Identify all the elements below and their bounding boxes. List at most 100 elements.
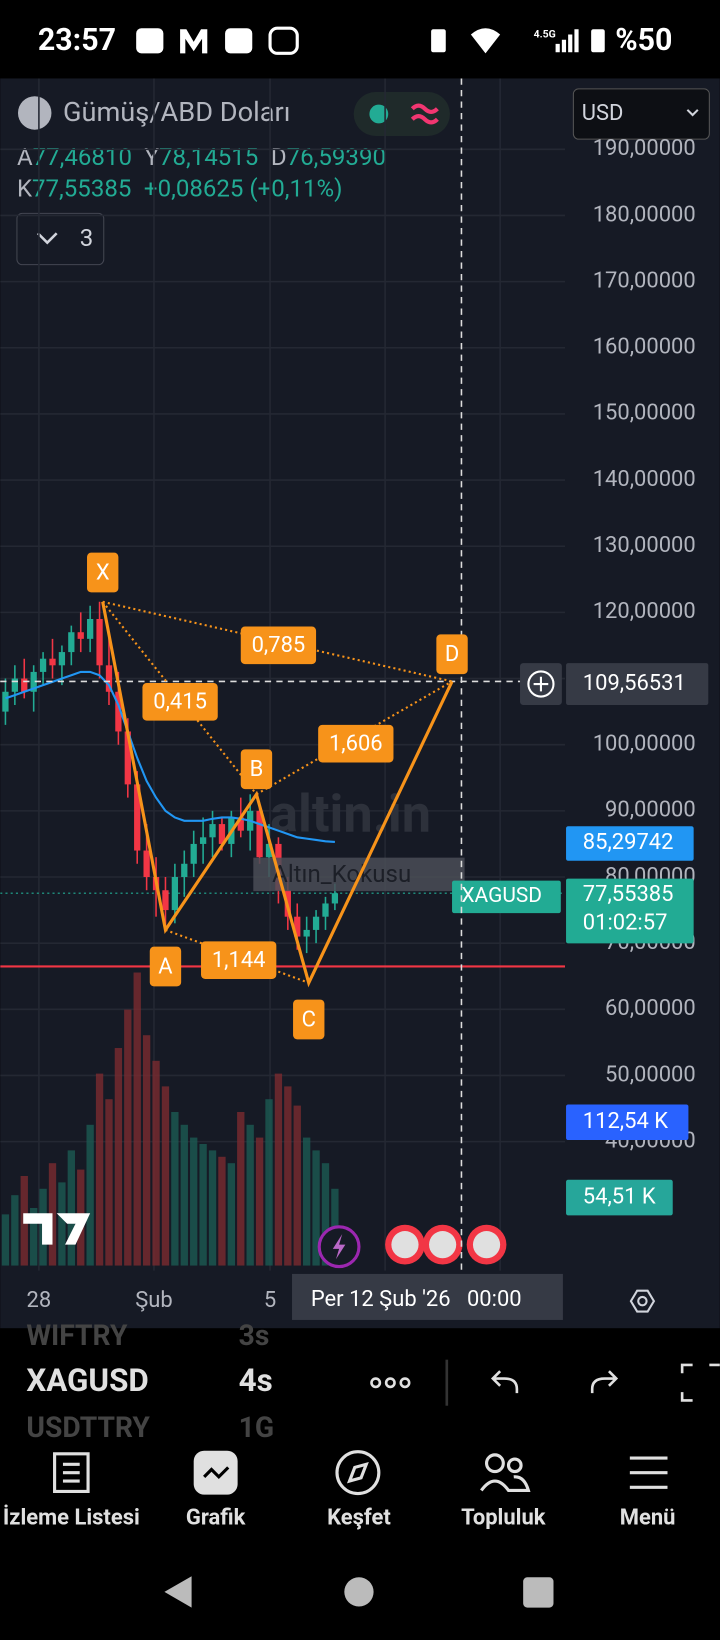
volume-bar — [274, 1073, 283, 1266]
battery-level: %50 — [615, 23, 672, 58]
author: Altın_Kokusu — [272, 860, 411, 888]
price-tick-label: 140,00000 — [593, 467, 696, 492]
candle-body — [11, 678, 18, 692]
pattern-point-box — [293, 999, 325, 1040]
label: Y — [145, 143, 160, 171]
toolbar-icons — [370, 1359, 720, 1406]
candle-body — [312, 916, 320, 930]
volume-bar — [255, 1137, 264, 1266]
watch-symbol[interactable]: WIFTRY — [26, 1319, 128, 1352]
watch-symbol[interactable]: USDTTRY — [26, 1411, 150, 1444]
watch-interval[interactable]: 3s — [239, 1319, 270, 1352]
price-tick-label: 160,00000 — [593, 335, 696, 360]
pattern-ratio-line — [101, 601, 258, 795]
redo-icon[interactable] — [590, 1370, 619, 1394]
crosshair-price-box — [566, 663, 709, 705]
pattern-point-label: B — [250, 757, 264, 782]
ma-value: 85,29742 — [583, 830, 674, 855]
symbol-title[interactable]: Gümüş/ABD Doları — [63, 96, 291, 128]
community-icon[interactable] — [484, 1453, 505, 1474]
pattern-point-box — [436, 634, 468, 675]
price-tick-label: 170,00000 — [593, 268, 696, 293]
price-tick-label: 90,00000 — [605, 798, 696, 823]
nav-icons — [53, 1450, 668, 1496]
pattern-ratio-line — [255, 680, 453, 796]
status-pill[interactable] — [353, 92, 450, 136]
pattern-point-box — [87, 552, 119, 593]
flag — [391, 1231, 419, 1259]
time-label: Şub — [135, 1288, 172, 1313]
nav-label[interactable]: İzleme Listesi — [3, 1504, 140, 1530]
signal-icon — [555, 29, 579, 53]
volume-bar — [190, 1137, 198, 1266]
back-button[interactable] — [164, 1576, 192, 1608]
nav-label[interactable]: Grafik — [186, 1505, 246, 1530]
volume-bar — [95, 1073, 104, 1266]
ratio-label: 0,415 — [153, 690, 207, 715]
volume-bar — [161, 1086, 170, 1266]
explore-icon[interactable] — [335, 1450, 381, 1496]
candle-body — [331, 893, 339, 904]
watchlist-icon[interactable] — [53, 1452, 90, 1494]
price-tick-label: 150,00000 — [593, 401, 696, 426]
more-icon — [384, 1377, 396, 1389]
nav-label[interactable]: Menü — [620, 1505, 676, 1530]
candle-body — [96, 619, 103, 666]
price-tick-label: 190,00000 — [593, 136, 696, 161]
news-flags[interactable] — [385, 1224, 507, 1265]
ratio-box — [240, 626, 317, 665]
time-label: 5 — [264, 1288, 276, 1313]
price-tick-label: 50,00000 — [605, 1062, 696, 1087]
symbol-tag-text: XAGUSD — [461, 884, 542, 908]
ratio-label: 1,606 — [329, 731, 383, 756]
candle-body — [39, 658, 47, 672]
pattern-point-box — [240, 749, 273, 790]
watch-interval[interactable]: 1G — [239, 1411, 274, 1444]
nav-label[interactable]: Keşfet — [327, 1505, 391, 1530]
grid — [0, 78, 565, 1271]
pattern-point-label: D — [445, 642, 459, 667]
volume-bar — [1, 1214, 10, 1266]
ratio-box — [142, 682, 218, 721]
candle-body — [294, 916, 301, 937]
candle-body — [105, 665, 113, 692]
currency-select[interactable] — [572, 88, 710, 140]
ohlc-row: A77,46810 Y78,14515 D76,59390 — [17, 143, 386, 171]
recents-button[interactable] — [523, 1577, 554, 1608]
home-button[interactable] — [344, 1577, 374, 1607]
status-icons — [136, 26, 605, 55]
pattern-point-label: A — [158, 954, 173, 979]
currency: USD — [582, 101, 624, 126]
nav-label[interactable]: Topluluk — [461, 1505, 546, 1530]
settings-icon — [637, 1295, 648, 1307]
pattern-point-box — [149, 946, 182, 987]
fullscreen-icon[interactable] — [680, 1363, 720, 1402]
volume-bar — [227, 1163, 236, 1266]
more-icon — [399, 1377, 411, 1389]
volume-bar — [199, 1143, 207, 1266]
watch-symbol[interactable]: XAGUSD — [26, 1362, 148, 1399]
price-tick-label: 120,00000 — [593, 599, 696, 624]
watch-interval[interactable]: 4s — [239, 1362, 273, 1399]
menu-icon[interactable] — [629, 1456, 668, 1489]
undo-icon[interactable] — [490, 1370, 519, 1394]
candle-body — [218, 824, 226, 844]
ma-value-box — [566, 826, 694, 861]
candle-body — [256, 810, 263, 858]
price-tick-label: 100,00000 — [593, 731, 696, 756]
settings-icon[interactable] — [629, 1289, 656, 1313]
change: +0,08625 (+0,11%) — [144, 175, 343, 203]
network-type: 4.5G — [534, 27, 556, 40]
plus-icon — [527, 670, 555, 698]
candle-body — [124, 731, 131, 785]
more-icon[interactable] — [370, 1377, 382, 1389]
volume-bar — [208, 1150, 217, 1266]
symbol-icon — [17, 96, 52, 130]
volume-bar — [218, 1156, 226, 1266]
candle-body — [199, 837, 207, 844]
app-icon — [225, 28, 253, 54]
price-tick-label: 130,00000 — [593, 533, 696, 558]
value: 78,14515 — [159, 143, 258, 171]
volume-bar — [11, 1195, 19, 1266]
